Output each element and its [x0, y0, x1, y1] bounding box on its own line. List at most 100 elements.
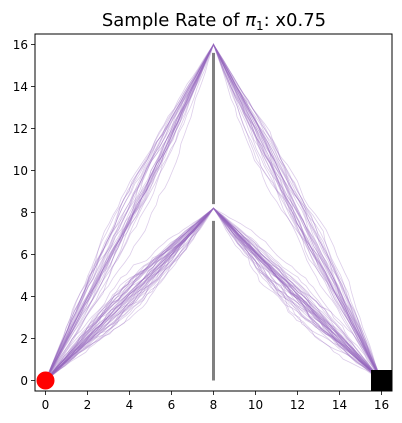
title-suffix: : x0.75 — [264, 10, 327, 31]
x-tick-label: 2 — [84, 398, 92, 412]
trajectory-group — [45, 43, 382, 381]
y-tick-label: 12 — [13, 122, 28, 136]
trajectory-line — [45, 43, 382, 381]
trajectory-line — [45, 43, 382, 381]
trajectory-line — [45, 43, 382, 381]
marker-group — [36, 370, 392, 391]
trajectory-line — [45, 43, 382, 381]
trajectory-line — [45, 207, 382, 381]
y-tick-label: 6 — [20, 248, 28, 262]
x-tick-label: 10 — [248, 398, 263, 412]
chart-title: Sample Rate of π1: x0.75 — [102, 10, 326, 33]
trajectory-line — [45, 43, 382, 381]
y-tick-label: 2 — [20, 332, 28, 346]
x-axis: 0 2 4 6 8 10 12 14 16 — [42, 391, 389, 412]
title-main: Sample Rate of — [102, 10, 245, 31]
trajectory-line — [45, 207, 382, 381]
trajectory-line — [45, 207, 382, 381]
trajectory-line — [45, 207, 382, 381]
trajectory-line — [45, 207, 382, 381]
trajectory-line — [45, 207, 382, 381]
trajectory-line — [45, 207, 382, 381]
trajectory-line — [45, 43, 382, 381]
y-tick-label: 10 — [13, 164, 28, 178]
y-tick-label: 8 — [20, 206, 28, 220]
trajectory-line — [45, 207, 382, 381]
trajectory-line — [45, 207, 382, 381]
trajectory-line — [45, 207, 382, 381]
trajectory-line — [45, 43, 382, 381]
trajectory-line — [45, 43, 382, 381]
trajectory-line — [45, 207, 382, 381]
trajectory-line — [45, 207, 382, 381]
trajectory-line — [45, 43, 382, 381]
trajectory-line — [45, 207, 382, 381]
trajectory-line — [45, 207, 382, 381]
trajectory-line — [45, 207, 382, 381]
trajectory-line — [45, 43, 382, 381]
trajectory-line — [45, 207, 382, 381]
trajectory-line — [45, 43, 382, 381]
trajectory-line — [45, 43, 382, 381]
title-symbol: π — [245, 10, 257, 31]
trajectory-line — [45, 43, 382, 381]
trajectory-line — [45, 43, 382, 381]
trajectory-line — [45, 207, 382, 381]
trajectory-line — [45, 43, 382, 381]
trajectory-line — [45, 207, 382, 381]
trajectory-line — [45, 43, 382, 381]
y-tick-label: 4 — [20, 290, 28, 304]
x-tick-label: 16 — [374, 398, 389, 412]
trajectory-line — [45, 207, 382, 381]
trajectory-line — [45, 207, 382, 381]
x-tick-label: 4 — [126, 398, 134, 412]
trajectory-line — [45, 207, 382, 381]
trajectory-line — [45, 207, 382, 381]
trajectory-line — [45, 207, 382, 381]
trajectory-line — [45, 207, 382, 381]
title-subscript: 1 — [256, 19, 264, 33]
trajectory-line — [45, 43, 382, 381]
trajectory-line — [45, 207, 382, 381]
trajectory-line — [45, 43, 382, 381]
trajectory-line — [45, 207, 382, 381]
trajectory-line — [45, 43, 382, 381]
trajectory-line — [45, 207, 382, 381]
trajectory-line — [45, 207, 382, 381]
x-tick-label: 6 — [168, 398, 176, 412]
trajectory-line — [45, 207, 382, 381]
x-tick-label: 14 — [332, 398, 347, 412]
trajectory-line — [45, 43, 382, 381]
trajectory-line — [45, 43, 382, 381]
trajectory-line — [45, 207, 382, 381]
y-tick-label: 16 — [13, 38, 28, 52]
trajectory-line — [45, 207, 382, 381]
trajectory-line — [45, 43, 382, 381]
trajectory-line — [45, 43, 382, 381]
trajectory-line — [45, 207, 382, 381]
trajectory-line — [45, 43, 382, 381]
trajectory-line — [45, 207, 382, 381]
trajectory-line — [45, 43, 382, 381]
trajectory-line — [45, 207, 382, 381]
trajectory-line — [45, 43, 382, 381]
trajectory-line — [45, 43, 382, 381]
x-tick-label: 12 — [290, 398, 305, 412]
trajectory-line — [45, 207, 382, 381]
trajectory-line — [45, 43, 382, 381]
x-tick-label: 8 — [210, 398, 218, 412]
trajectory-line — [45, 207, 382, 381]
trajectory-line — [45, 207, 382, 381]
trajectory-line — [45, 43, 382, 381]
trajectory-line — [45, 207, 382, 381]
trajectory-line — [45, 43, 382, 381]
goal-marker — [371, 370, 392, 391]
trajectory-line — [45, 207, 382, 381]
trajectory-line — [45, 43, 382, 381]
trajectory-line — [45, 207, 382, 381]
y-tick-label: 0 — [20, 374, 28, 388]
y-axis: 0 2 4 6 8 10 12 14 16 — [13, 38, 35, 388]
x-tick-label: 0 — [42, 398, 50, 412]
start-marker — [36, 371, 55, 390]
